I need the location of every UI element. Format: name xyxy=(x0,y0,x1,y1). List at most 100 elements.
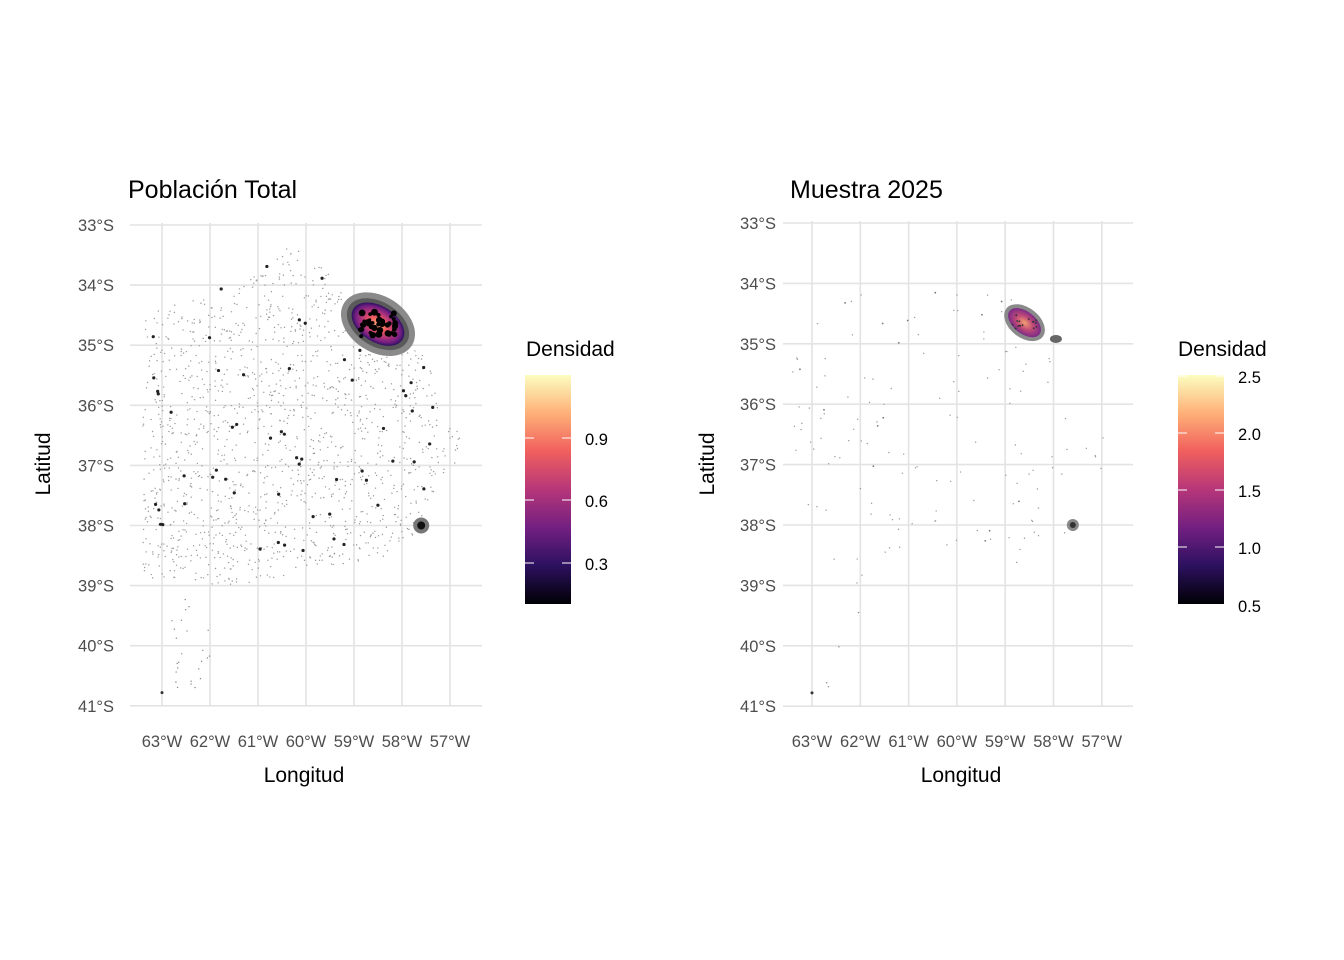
population-point xyxy=(833,558,835,560)
population-point xyxy=(232,516,234,519)
population-point xyxy=(312,440,315,442)
population-point xyxy=(253,358,255,360)
population-point xyxy=(254,561,256,564)
population-point xyxy=(271,467,273,469)
population-point xyxy=(406,352,409,354)
city-point xyxy=(224,477,228,481)
population-point xyxy=(202,577,205,579)
city-point xyxy=(810,691,814,695)
population-point xyxy=(207,629,209,631)
population-point xyxy=(146,521,149,523)
population-point xyxy=(286,345,288,348)
population-point xyxy=(1019,548,1021,551)
population-point xyxy=(207,391,209,393)
population-point xyxy=(366,521,369,523)
population-point xyxy=(375,507,377,509)
population-point xyxy=(258,419,260,421)
population-point xyxy=(860,294,862,296)
population-point xyxy=(309,468,311,470)
population-point xyxy=(321,477,323,480)
population-point xyxy=(348,558,351,560)
population-point xyxy=(240,349,242,351)
population-point xyxy=(351,478,353,481)
population-point xyxy=(282,263,284,265)
population-point xyxy=(311,496,313,498)
population-point xyxy=(856,582,858,584)
population-point xyxy=(152,551,154,553)
population-point xyxy=(883,403,885,406)
population-point xyxy=(241,328,243,331)
population-point xyxy=(424,498,427,500)
population-point xyxy=(179,539,181,541)
population-point xyxy=(380,358,383,360)
population-point xyxy=(217,494,219,496)
population-point xyxy=(330,310,332,312)
population-point xyxy=(208,314,210,317)
population-point xyxy=(405,417,407,419)
population-point xyxy=(891,519,894,521)
city-point xyxy=(844,302,847,304)
population-point xyxy=(324,283,326,286)
population-point xyxy=(282,402,285,404)
population-point xyxy=(219,317,221,319)
population-point xyxy=(388,365,390,368)
population-point xyxy=(422,387,424,390)
population-point xyxy=(1049,361,1051,363)
population-point xyxy=(206,431,208,434)
population-point xyxy=(214,380,216,382)
population-point xyxy=(395,406,397,408)
population-point xyxy=(409,457,412,460)
population-point xyxy=(161,436,164,438)
population-point xyxy=(154,487,156,490)
population-point xyxy=(300,493,302,496)
population-point xyxy=(162,409,164,412)
x-tick-label: 59°W xyxy=(334,733,375,751)
population-point xyxy=(217,414,219,416)
population-point xyxy=(298,377,301,379)
population-point xyxy=(410,502,412,504)
population-point xyxy=(282,274,285,276)
population-point xyxy=(253,276,255,278)
population-point xyxy=(188,365,190,367)
city-point xyxy=(1035,325,1038,328)
population-point xyxy=(190,683,192,685)
y-tick-label: 38°S xyxy=(740,517,776,535)
population-point xyxy=(185,555,187,558)
population-point xyxy=(214,567,217,570)
population-point xyxy=(333,466,335,468)
population-point xyxy=(380,445,383,447)
population-point xyxy=(195,549,198,552)
population-point xyxy=(201,369,203,371)
population-point xyxy=(328,370,330,372)
population-point xyxy=(215,355,217,358)
population-point xyxy=(291,312,293,314)
city-point xyxy=(160,691,164,695)
population-point xyxy=(376,360,378,362)
population-point xyxy=(208,655,211,657)
population-point xyxy=(417,511,420,514)
population-point xyxy=(296,399,299,401)
population-point xyxy=(341,478,344,481)
population-point xyxy=(264,493,266,496)
population-point xyxy=(428,384,430,386)
population-point xyxy=(167,475,170,478)
population-point xyxy=(280,487,282,489)
population-point xyxy=(307,382,309,384)
population-point xyxy=(244,547,246,549)
city-point xyxy=(342,542,346,547)
population-point xyxy=(256,385,258,387)
population-point xyxy=(412,392,415,394)
population-point xyxy=(396,364,398,367)
population-point xyxy=(405,516,407,518)
population-point xyxy=(192,545,195,547)
city-point xyxy=(169,410,173,414)
population-point xyxy=(281,503,283,505)
population-point xyxy=(161,399,164,402)
population-point xyxy=(203,303,206,306)
city-point xyxy=(157,508,161,512)
population-point xyxy=(342,445,344,448)
population-point xyxy=(262,454,264,456)
population-point xyxy=(335,399,337,401)
population-point xyxy=(430,372,432,374)
